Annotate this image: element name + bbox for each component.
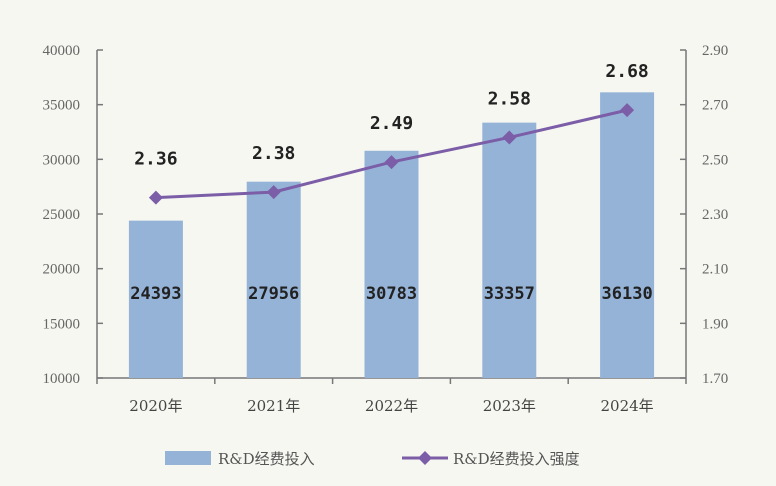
intensity-value-label: 2.58: [488, 88, 531, 109]
intensity-value-label: 2.36: [134, 149, 177, 170]
bar-value-label: 27956: [248, 284, 299, 304]
category-label: 2023年: [483, 397, 536, 415]
left-tick-label: 25000: [43, 207, 81, 223]
legend-bar-swatch: [165, 451, 211, 465]
legend-line-label: R&D经费投入强度: [453, 450, 580, 468]
category-label: 2020年: [129, 397, 182, 415]
intensity-marker: [148, 190, 163, 205]
intensity-marker: [384, 155, 399, 170]
right-tick-label: 2.30: [702, 207, 728, 223]
bar-2022年: [364, 150, 419, 378]
right-tick-label: 2.10: [702, 262, 728, 278]
right-tick-label: 2.70: [702, 98, 728, 114]
intensity-marker: [620, 103, 635, 118]
bar-value-label: 36130: [602, 284, 653, 304]
left-tick-label: 10000: [43, 371, 81, 387]
bar-value-label: 30783: [366, 284, 417, 304]
left-tick-label: 20000: [43, 262, 81, 278]
intensity-marker: [266, 185, 281, 200]
category-label: 2024年: [601, 397, 654, 415]
right-tick-label: 1.70: [702, 371, 728, 387]
intensity-value-label: 2.38: [252, 143, 295, 164]
bar-2021年: [246, 181, 301, 378]
intensity-value-label: 2.68: [605, 61, 648, 82]
intensity-value-label: 2.49: [370, 113, 413, 134]
right-tick-label: 1.90: [702, 316, 728, 332]
left-tick-label: 35000: [43, 98, 81, 114]
bar-value-label: 33357: [484, 284, 535, 304]
right-tick-label: 2.50: [702, 152, 728, 168]
intensity-marker: [502, 130, 517, 145]
legend-line-marker: [418, 451, 432, 465]
left-tick-label: 30000: [43, 152, 81, 168]
bar-2023年: [482, 122, 537, 379]
left-tick-label: 40000: [43, 43, 81, 59]
legend-bar-label: R&D经费投入: [218, 450, 315, 468]
category-label: 2022年: [365, 397, 418, 415]
category-label: 2021年: [247, 397, 300, 415]
right-tick-label: 2.90: [702, 43, 728, 59]
left-tick-label: 15000: [43, 316, 81, 332]
bar-2020年: [128, 220, 183, 378]
bar-value-label: 24393: [130, 284, 181, 304]
bar-2024年: [600, 92, 655, 378]
